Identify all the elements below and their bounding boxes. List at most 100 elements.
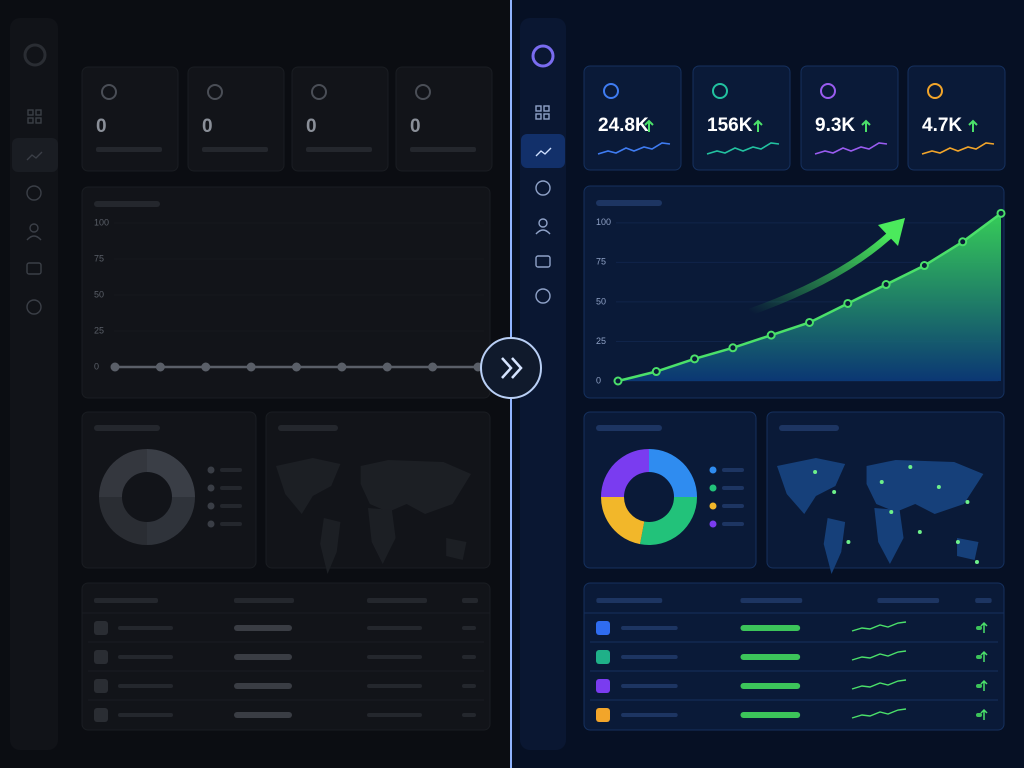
y-tick-label: 50 — [94, 289, 104, 299]
nav-active[interactable] — [521, 134, 565, 168]
legend-dot — [709, 484, 717, 492]
row-progress — [234, 683, 292, 689]
row-end-bar — [462, 713, 476, 717]
row-bar — [621, 713, 678, 717]
map-dot — [917, 530, 922, 534]
map-dot — [974, 560, 979, 564]
header-bar — [234, 598, 294, 603]
map-dot — [908, 465, 913, 469]
legend-bar — [220, 486, 242, 490]
y-tick-label: 0 — [596, 375, 601, 385]
placeholder-bar — [96, 147, 162, 152]
map-dot — [889, 510, 894, 514]
map-dot — [879, 480, 884, 484]
stat-value: 0 — [202, 116, 213, 137]
stat-icon — [311, 84, 327, 100]
map-dot — [846, 540, 851, 544]
legend-bar — [722, 486, 744, 490]
stat-icon — [603, 83, 619, 99]
row-progress — [234, 625, 292, 631]
legend-dot — [207, 484, 215, 492]
stat-card — [907, 65, 1006, 171]
donut-slice — [99, 449, 147, 497]
header-bar — [877, 598, 940, 603]
row-end-bar — [976, 626, 982, 630]
row-progress — [740, 683, 801, 689]
y-tick-label: 75 — [596, 257, 606, 267]
stat-value: 4.7K — [922, 115, 962, 136]
row-icon — [94, 621, 108, 635]
sparkline — [706, 142, 780, 155]
chart-title-bar — [94, 201, 160, 207]
card-title-bar — [278, 425, 338, 431]
row-bar — [621, 626, 678, 630]
row-progress — [740, 712, 801, 718]
row-bar — [367, 713, 422, 717]
continent — [360, 460, 472, 514]
row-bar — [367, 684, 422, 688]
row-end-bar — [976, 684, 982, 688]
y-tick-label: 25 — [596, 336, 606, 346]
legend-dot — [709, 466, 717, 474]
continent — [874, 508, 904, 564]
row-bar — [621, 684, 678, 688]
legend-dot — [207, 466, 215, 474]
row-progress — [234, 654, 292, 660]
row-icon — [596, 650, 610, 664]
point — [155, 362, 165, 372]
row-arrow — [980, 708, 988, 720]
map-dot — [813, 470, 818, 474]
chart-title-bar — [596, 200, 662, 206]
legend-bar — [722, 522, 744, 526]
row-bar — [367, 626, 422, 630]
y-tick-label: 50 — [596, 296, 606, 306]
row-end-bar — [976, 655, 982, 659]
sidebar — [520, 18, 566, 750]
point — [766, 330, 776, 340]
stat-card — [692, 65, 791, 171]
stat-card — [81, 66, 179, 172]
stat-value: 0 — [306, 116, 317, 137]
point — [728, 343, 738, 353]
card-title-bar — [596, 425, 662, 431]
donut-slice — [147, 449, 195, 497]
card-title-bar — [779, 425, 839, 431]
stat-icon — [927, 83, 943, 99]
sidebar — [10, 18, 58, 750]
point — [881, 280, 891, 290]
stat-icon — [712, 83, 728, 99]
map-dot — [936, 485, 941, 489]
stat-card — [395, 66, 493, 172]
legend-bar — [722, 468, 744, 472]
row-icon — [596, 621, 610, 635]
row-arrow — [980, 650, 988, 662]
point — [651, 367, 661, 377]
row-arrow — [980, 621, 988, 633]
legend-bar — [220, 468, 242, 472]
stat-value: 156K — [707, 115, 753, 136]
point — [919, 261, 929, 271]
header-bar — [94, 598, 158, 603]
row-icon — [596, 679, 610, 693]
stat-value: 0 — [96, 116, 107, 137]
donut-slice — [147, 497, 195, 545]
y-tick-label: 25 — [94, 325, 104, 335]
y-tick-label: 75 — [94, 253, 104, 263]
row-sparkline — [851, 650, 907, 661]
continent — [866, 460, 984, 514]
row-sparkline — [851, 621, 907, 632]
stat-value: 24.8K — [598, 115, 649, 136]
row-end-bar — [462, 626, 476, 630]
nav-icons — [26, 109, 43, 315]
nav-active[interactable] — [12, 138, 58, 172]
sparkline — [597, 142, 671, 155]
point — [382, 362, 392, 372]
stat-value: 9.3K — [815, 115, 855, 136]
donut-slice — [601, 497, 645, 545]
stat-card — [583, 65, 682, 171]
stat-card — [187, 66, 285, 172]
growth-arrow — [748, 232, 893, 316]
continent — [823, 518, 846, 574]
map-dot — [965, 500, 970, 504]
area — [618, 213, 1001, 381]
